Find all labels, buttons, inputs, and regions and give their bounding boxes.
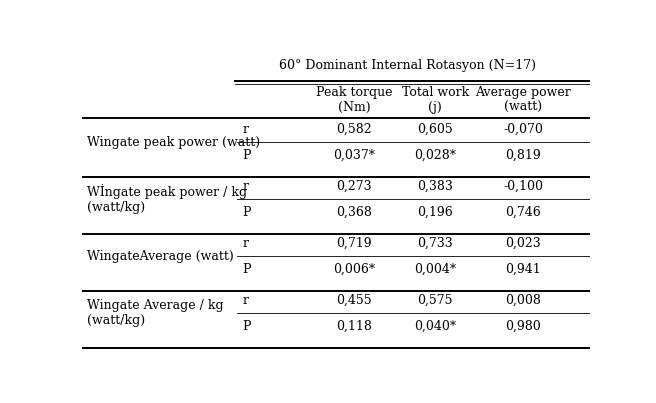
Text: WingateAverage (watt): WingateAverage (watt) (87, 250, 234, 263)
Text: 60° Dominant Internal Rotasyon (N=17): 60° Dominant Internal Rotasyon (N=17) (279, 59, 536, 72)
Text: 0,196: 0,196 (417, 206, 453, 218)
Text: 0,980: 0,980 (505, 320, 541, 333)
Text: 0,118: 0,118 (336, 320, 372, 333)
Text: 0,028*: 0,028* (415, 149, 457, 162)
Text: Total work
(j): Total work (j) (401, 85, 469, 114)
Text: 0,037*: 0,037* (333, 149, 375, 162)
Text: 0,368: 0,368 (336, 206, 372, 218)
Text: 0,008: 0,008 (505, 294, 541, 307)
Text: Wingate peak power (watt): Wingate peak power (watt) (87, 136, 260, 149)
Text: 0,819: 0,819 (505, 149, 541, 162)
Text: 0,023: 0,023 (505, 237, 541, 250)
Text: 0,605: 0,605 (417, 123, 453, 136)
Text: r: r (242, 180, 248, 193)
Text: Wingate Average / kg
(watt/kg): Wingate Average / kg (watt/kg) (87, 299, 224, 328)
Text: 0,004*: 0,004* (415, 263, 457, 276)
Text: 0,006*: 0,006* (333, 263, 375, 276)
Text: r: r (242, 123, 248, 136)
Text: 0,582: 0,582 (336, 123, 372, 136)
Text: 0,383: 0,383 (417, 180, 453, 193)
Text: 0,746: 0,746 (505, 206, 541, 218)
Text: P: P (242, 149, 251, 162)
Text: 0,040*: 0,040* (415, 320, 457, 333)
Text: r: r (242, 294, 248, 307)
Text: 0,733: 0,733 (417, 237, 453, 250)
Text: r: r (242, 237, 248, 250)
Text: -0,070: -0,070 (503, 123, 543, 136)
Text: 0,575: 0,575 (418, 294, 453, 307)
Text: Wİngate peak power / kg
(watt/kg): Wİngate peak power / kg (watt/kg) (87, 184, 247, 214)
Text: 0,455: 0,455 (336, 294, 372, 307)
Text: -0,100: -0,100 (503, 180, 543, 193)
Text: P: P (242, 320, 251, 333)
Text: Average power
(watt): Average power (watt) (476, 85, 571, 114)
Text: 0,273: 0,273 (336, 180, 372, 193)
Text: Peak torque
(Nm): Peak torque (Nm) (316, 85, 392, 114)
Text: P: P (242, 263, 251, 276)
Text: 0,719: 0,719 (336, 237, 372, 250)
Text: 0,941: 0,941 (505, 263, 541, 276)
Text: P: P (242, 206, 251, 218)
